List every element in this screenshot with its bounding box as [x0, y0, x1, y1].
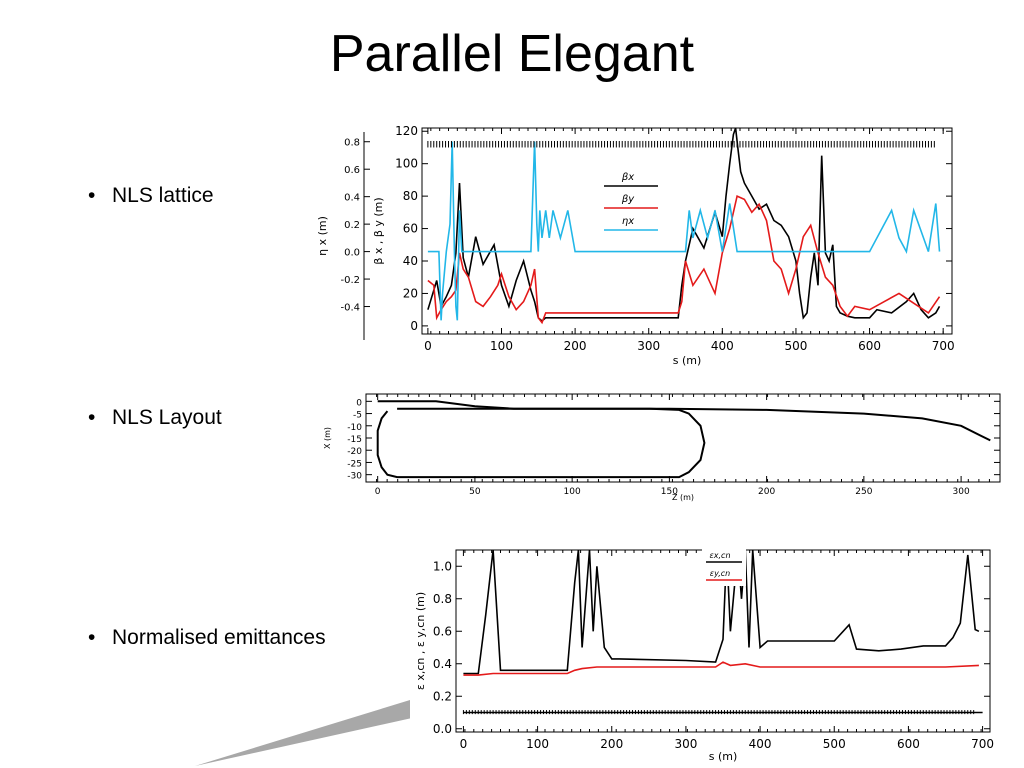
y-tick-label: 20	[403, 286, 418, 300]
legend-box	[598, 168, 664, 238]
x-axis-label: Z (m)	[672, 493, 694, 502]
legend-label: βy	[621, 194, 635, 205]
x-tick-label: 500	[823, 737, 846, 751]
y-tick-label: 0.6	[433, 624, 452, 638]
series-line-path-0	[377, 400, 991, 442]
plot-frame	[365, 393, 1001, 483]
y-tick-label: 40	[403, 254, 418, 268]
x-tick-label: 300	[637, 339, 660, 353]
x-tick-label: 0	[424, 339, 432, 353]
slide-title: Parallel Elegant	[329, 25, 695, 83]
x-tick-label: 700	[971, 737, 994, 751]
bullet-emittances: • Normalised emittances	[88, 626, 326, 650]
series-line-βy	[427, 194, 941, 325]
x-tick-label: 500	[784, 339, 807, 353]
series-line-εy,cn	[463, 661, 979, 676]
x-tick-label: 100	[490, 339, 513, 353]
x-tick-label: 100	[564, 487, 581, 497]
lattice-chart-svg: 0 100 200 300 400 500 600 700 0 20 40 60 80 100 120 s (…	[316, 124, 955, 367]
emittance-chart-svg: 0 100 200 300 400 500 600 700 1.0 0.8 0.6 0.4 0.2 0.0…	[414, 546, 994, 762]
y-tick-label: 1.0	[433, 559, 452, 573]
y2-tick-label: -0.4	[340, 303, 360, 314]
series-line-path-1	[376, 407, 706, 479]
x-tick-label: 400	[749, 737, 772, 751]
lattice-plot: 0 100 200 300 400 500 600 700 0 20 40 60 80 100 120 s (…	[316, 118, 956, 370]
y2-tick-label: 0.8	[344, 138, 360, 149]
x-tick-label: 400	[711, 339, 734, 353]
bullet-text: NLS lattice	[112, 184, 214, 207]
legend-label: βx	[621, 172, 634, 183]
y-tick-label: -20	[347, 447, 362, 457]
layout-chart-svg: 0 50 100 150 200 250 300 0 -5 -10 -15 -20 -25 -30 Z (m…	[323, 393, 1001, 502]
y-axis-label: ε x,cn , ε y,cn (m)	[414, 592, 427, 690]
x-tick-label: 600	[858, 339, 881, 353]
y2-axis-label: η x (m)	[316, 216, 329, 256]
y-tick-label: 0.0	[433, 722, 452, 736]
x-axis-label: s (m)	[673, 354, 702, 367]
series-line-ηx	[427, 141, 941, 321]
x-tick-label: 250	[855, 487, 872, 497]
y-tick-label: 0	[410, 319, 418, 333]
emittance-plot: 0 100 200 300 400 500 600 700 1.0 0.8 0.6 0.4 0.2 0.0…	[410, 544, 996, 762]
y-tick-label: 80	[403, 189, 418, 203]
x-tick-label: 700	[932, 339, 955, 353]
x-tick-label: 0	[375, 487, 381, 497]
y-tick-label: 0.2	[433, 689, 452, 703]
y-axis-label: β x , β y (m)	[372, 197, 385, 264]
x-tick-label: 300	[674, 737, 697, 751]
legend-label: εy,cn	[710, 569, 730, 578]
y-tick-label: -15	[347, 435, 362, 445]
bullet-text: NLS Layout	[112, 406, 222, 429]
y2-tick-label: 0.4	[344, 193, 360, 204]
x-tick-label: 200	[600, 737, 623, 751]
bullet-dot: •	[88, 184, 96, 207]
x-tick-label: 50	[469, 487, 481, 497]
series-line-εx,cn	[463, 549, 980, 675]
y2-tick-label: 0.6	[344, 165, 360, 176]
x-axis-label: s (m)	[709, 750, 738, 762]
swoosh-shape	[195, 700, 412, 766]
y-tick-label: -25	[347, 459, 362, 469]
x-tick-label: 0	[460, 737, 468, 751]
bullet-dot: •	[88, 626, 96, 649]
bullet-nls-lattice: • NLS lattice	[88, 184, 214, 208]
x-tick-label: 300	[953, 487, 970, 497]
y-tick-label: -10	[347, 423, 362, 433]
y-tick-label: -30	[347, 472, 362, 482]
y2-tick-label: 0.2	[344, 220, 360, 231]
y-tick-label: 100	[395, 157, 418, 171]
x-tick-label: 600	[897, 737, 920, 751]
y-tick-label: 60	[403, 222, 418, 236]
x-tick-label: 150	[661, 487, 678, 497]
y-tick-label: 0	[356, 398, 362, 408]
x-tick-label: 200	[758, 487, 775, 497]
y2-tick-label: -0.2	[340, 275, 360, 286]
x-tick-label: 100	[526, 737, 549, 751]
layout-plot: 0 50 100 150 200 250 300 0 -5 -10 -15 -20 -25 -30 Z (m…	[320, 386, 1006, 510]
bullet-nls-layout: • NLS Layout	[88, 406, 222, 430]
legend-label: εx,cn	[709, 551, 730, 560]
x-tick-label: 200	[564, 339, 587, 353]
y-tick-label: 0.8	[433, 592, 452, 606]
bullet-dot: •	[88, 406, 96, 429]
bullet-text: Normalised emittances	[112, 626, 326, 649]
y-tick-label: 120	[395, 124, 418, 138]
y-tick-label: 0.4	[433, 657, 452, 671]
y2-tick-label: 0.0	[344, 248, 360, 259]
y-tick-label: -5	[353, 411, 362, 421]
legend-label: ηx	[622, 216, 634, 227]
y-axis-label: X (m)	[323, 427, 332, 449]
series-line-βx	[427, 127, 941, 323]
